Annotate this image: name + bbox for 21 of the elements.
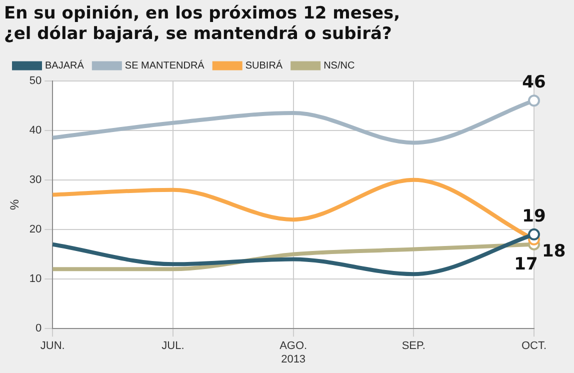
data-label: 19 — [522, 206, 546, 226]
x-tick-label: JUN. — [40, 340, 65, 352]
legend-label: NS/NC — [324, 60, 355, 72]
y-tick-label: 20 — [29, 224, 42, 236]
data-label: 46 — [522, 72, 546, 93]
x-tick-label: JUL. — [162, 340, 184, 352]
y-tick-label: 0 — [36, 322, 42, 335]
x-tick-label: SEP. — [402, 340, 426, 352]
data-label: 18 — [542, 241, 566, 262]
data-label: 17 — [514, 254, 538, 274]
x-tick-label: OCT. — [521, 340, 547, 352]
y-tick-label: 50 — [29, 74, 42, 87]
chart-title: En su opinión, en los próximos 12 meses, ¿el dólar bajará, se mantendrá o subirá? — [4, 4, 400, 44]
x-tick-label: AGO. 2013 — [280, 340, 308, 366]
y-tick-label: 10 — [29, 273, 42, 286]
y-tick-label: 30 — [29, 174, 42, 186]
y-axis-title: % — [8, 199, 22, 210]
legend-label: SUBIRÁ — [245, 60, 283, 72]
legend-label: SE MANTENDRÁ — [124, 60, 205, 72]
legend-label: BAJARÁ — [45, 60, 84, 72]
y-tick-label: 40 — [29, 124, 42, 136]
